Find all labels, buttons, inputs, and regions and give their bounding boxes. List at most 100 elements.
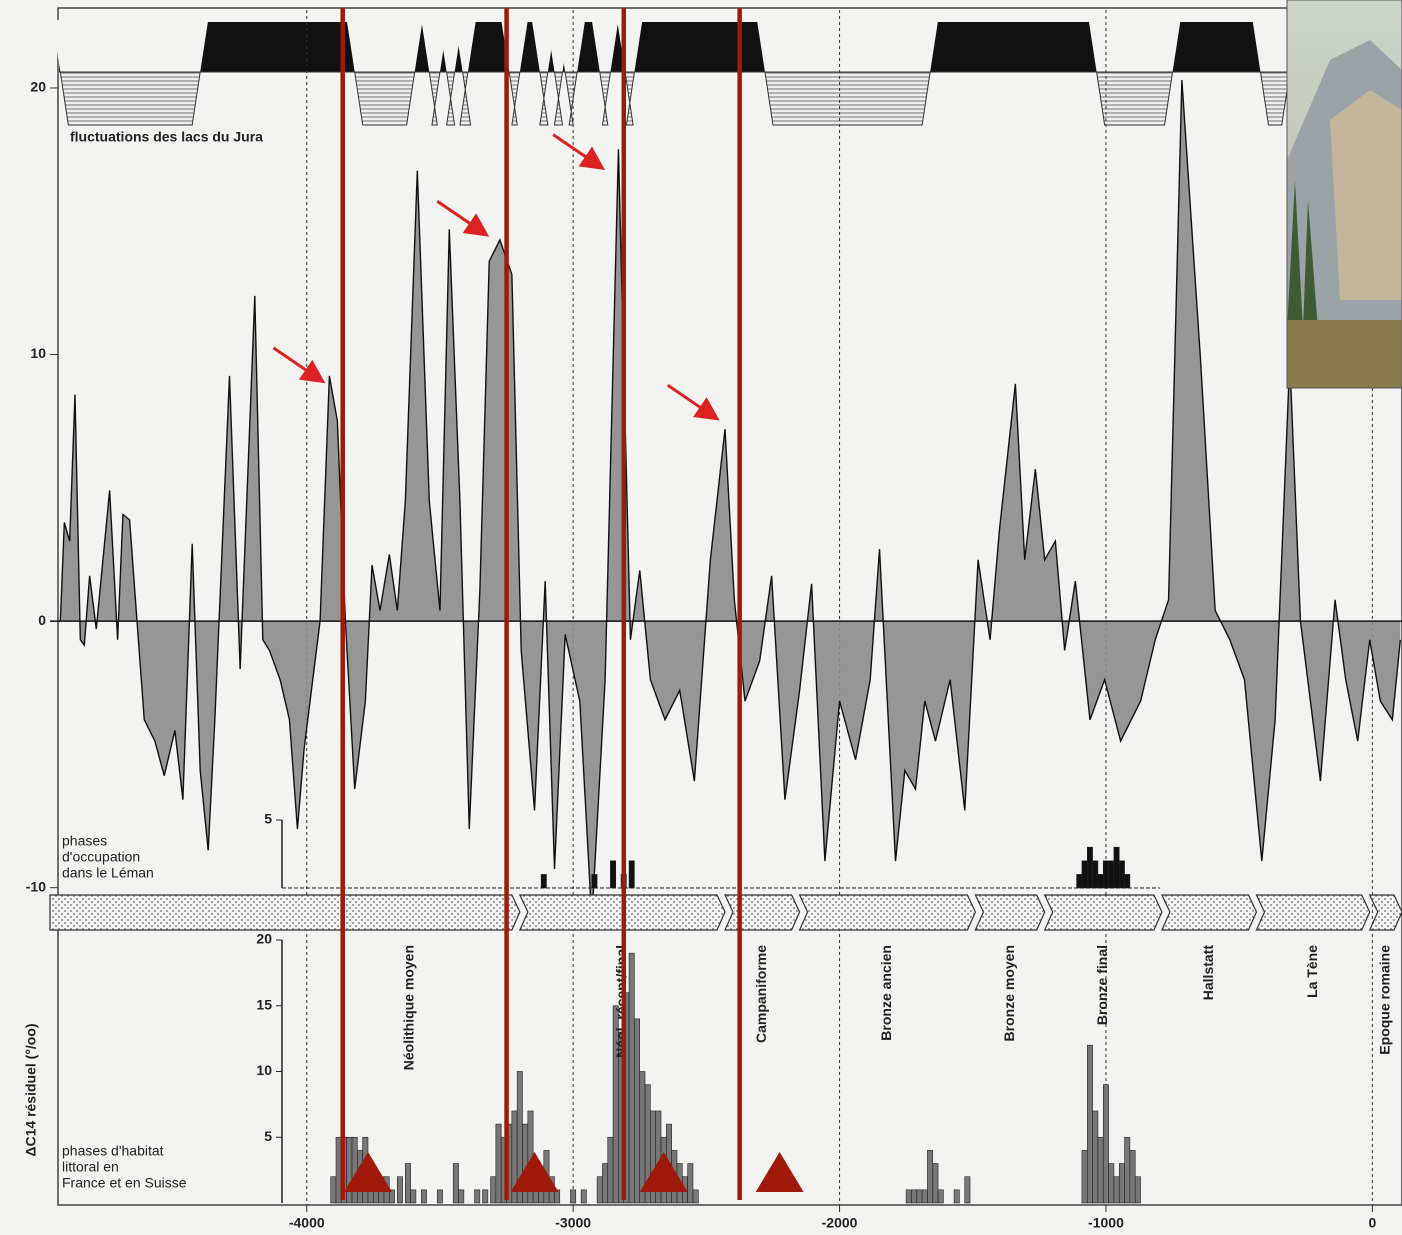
bar [1118,1163,1125,1204]
period-band [1043,894,1163,931]
area-line [59,79,1402,920]
bar [1134,1176,1141,1204]
bar [1092,860,1099,889]
y-tick-label: -10 [26,878,46,894]
period-band [1160,894,1258,931]
bar [1086,846,1093,889]
period-label: Epoque romaine [1377,945,1393,1055]
bar [1102,1084,1109,1204]
y-tick-label: 20 [30,79,46,95]
bar [953,1189,960,1204]
bar [404,1163,411,1204]
y-tick-label: 10 [30,345,46,361]
period-band [798,894,977,931]
bar [410,1189,417,1204]
lake-low-gap [557,20,586,72]
panel-tick-label: 15 [256,996,272,1012]
bar [1113,1176,1120,1204]
bar [607,1136,614,1204]
period-label: La Tène [1304,945,1320,998]
period-band [974,894,1046,931]
bar [602,1163,609,1204]
bar [932,1163,939,1204]
highlight-triangle [510,1152,559,1192]
lake-low [354,71,416,126]
bar [1108,860,1115,889]
bar [916,1189,923,1204]
bar [346,1136,353,1204]
arrow [666,383,720,421]
lake-low-gap [1252,20,1298,72]
lake-low-gap [346,20,423,72]
bar [634,1018,640,1204]
photo-ground [1287,320,1402,388]
bar [1092,1110,1099,1204]
frame [57,7,1402,1206]
y-tick-label: 0 [38,612,46,628]
bar [1097,874,1104,889]
period-band [1368,894,1402,931]
panel-tick-label: 10 [256,1062,272,1078]
lake-low [764,71,931,126]
lake-low-gap [1088,20,1181,72]
bar [396,1176,403,1204]
bar [628,952,635,1204]
bar [351,1136,358,1204]
lake-low-gap [591,20,619,72]
bar [580,1189,587,1204]
arrow [272,346,326,384]
bar [570,1189,577,1204]
period-band [49,894,521,931]
highlight-triangle [639,1152,688,1192]
lake-low [59,71,201,126]
bar [330,1176,337,1204]
bar [1081,1150,1088,1204]
bar [692,1189,699,1204]
highlight-triangle [344,1152,393,1192]
bar [540,874,547,889]
bar [905,1189,912,1204]
arrow [436,200,490,237]
photo-frame [1286,0,1402,389]
period-label: Néolithique moyen [401,945,417,1070]
bar [964,1176,971,1204]
panel-tick-label: 5 [264,1128,272,1144]
photo [1286,0,1402,389]
panel-label: dans le Léman [62,865,154,881]
panel-tick-label: 20 [256,931,272,947]
bar [1086,1044,1093,1204]
bar [591,874,598,889]
bar [937,1189,944,1204]
bar [389,1189,395,1204]
bar [1081,860,1088,889]
lake-low-gap [454,20,476,72]
bar [1113,846,1120,889]
period-band [724,894,801,931]
bar [1076,874,1083,889]
panel-label: phases d'habitat [62,1143,164,1159]
period-label: Bronze ancien [878,945,894,1041]
bar [596,1176,603,1204]
lake-low-gap [52,20,209,72]
lake-low [1096,71,1174,126]
period-label: Campaniforme [753,945,769,1043]
bar [452,1163,459,1204]
panel-label: phases [62,833,107,849]
lake-low-gap [756,20,939,72]
x-tick-label: -3000 [555,1215,591,1231]
bar [1102,860,1109,889]
arrow [552,133,606,170]
y-axis-label: ΔC14 résiduel (°/oo) [23,1023,39,1156]
x-tick-label: -4000 [289,1215,325,1231]
bar [639,1071,646,1204]
bar [687,1163,694,1204]
period-label: Néol. récent/final [613,945,629,1058]
x-tick-label: -1000 [1088,1215,1124,1231]
bar [458,1189,465,1204]
bar [420,1189,427,1204]
bar [628,860,635,889]
photo-trees [1287,180,1318,330]
highlight-triangle [755,1152,804,1192]
bar [495,1123,502,1204]
